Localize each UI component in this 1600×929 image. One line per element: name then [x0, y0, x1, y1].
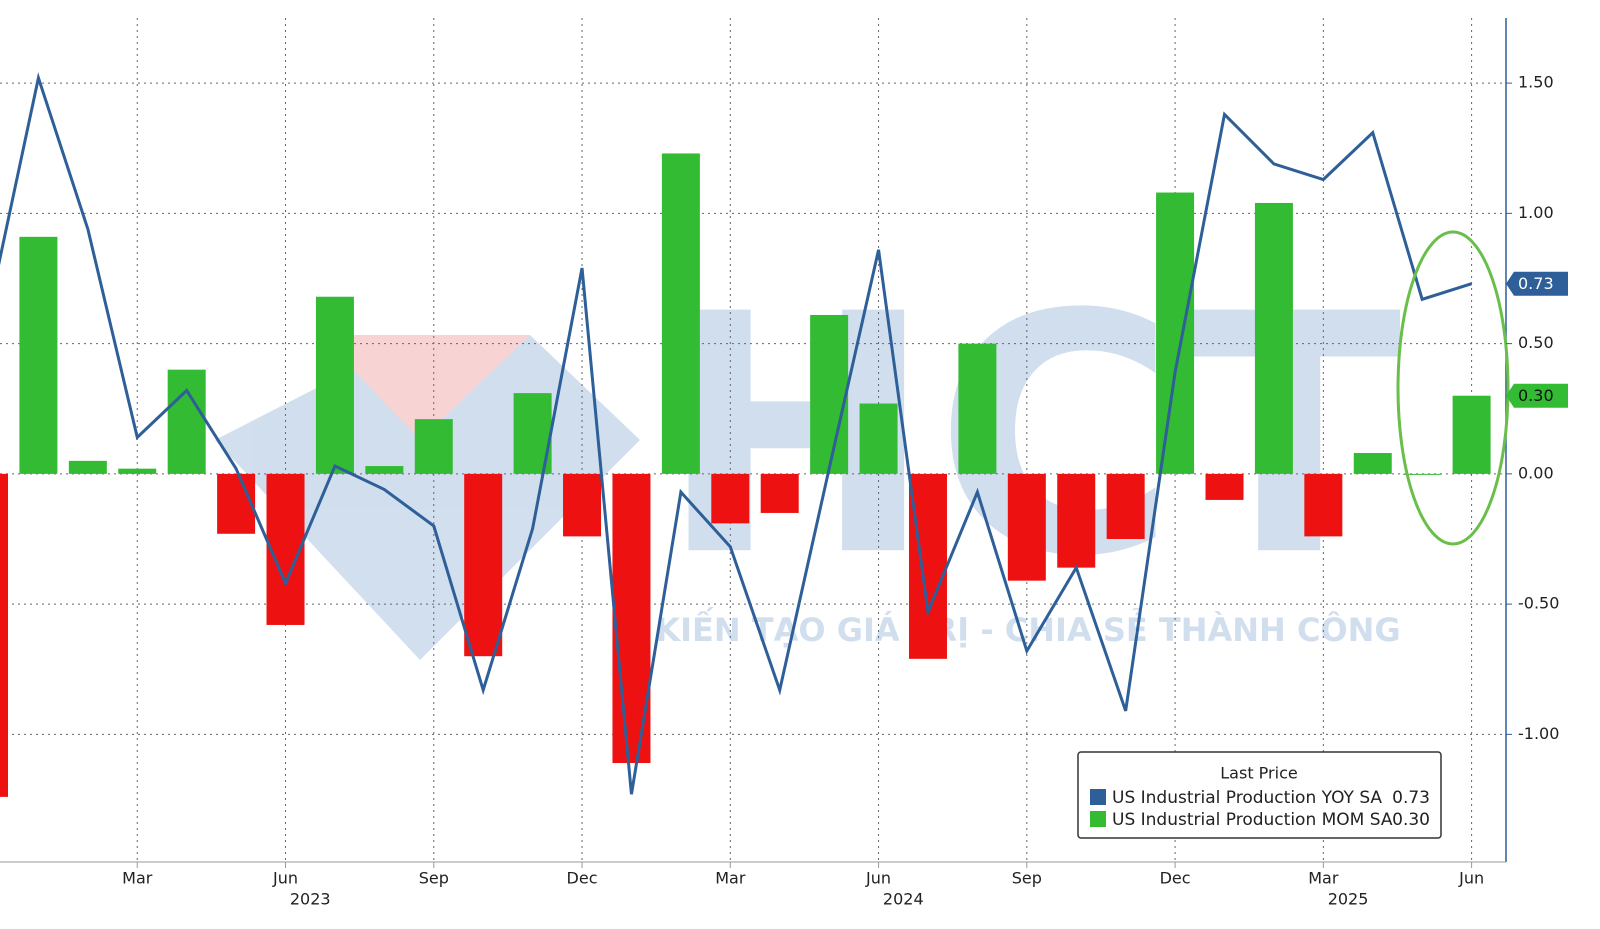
x-tick-label: Mar: [715, 869, 746, 888]
bar: [1353, 453, 1392, 474]
watermark-slogan: KIẾN TẠO GIÁ TRỊ - CHIA SẺ THÀNH CÔNG: [655, 607, 1400, 649]
plot: [0, 72, 1491, 797]
legend-box: [1077, 751, 1442, 839]
bar: [1007, 473, 1046, 581]
bar: [315, 296, 354, 474]
bar: [1156, 192, 1195, 474]
x-tick-label: Dec: [567, 869, 598, 888]
bar: [1403, 473, 1442, 475]
legend-swatch: [1090, 811, 1106, 827]
logo-shape: [320, 335, 530, 440]
bar: [859, 403, 898, 474]
last-value-tag: [1506, 271, 1568, 296]
x-tick-label: Sep: [1012, 869, 1042, 888]
bar: [760, 473, 799, 513]
legend-value: 0.30: [1392, 810, 1430, 830]
legend-label: US Industrial Production YOY SA: [1112, 788, 1382, 808]
bar: [167, 369, 206, 474]
watermark: HCT KIẾN TẠO GIÁ TRỊ - CHIA SẺ THÀNH CÔN…: [215, 244, 1404, 660]
bar: [1057, 473, 1096, 568]
legend-title: Last Price: [1220, 764, 1297, 783]
bar: [217, 473, 256, 534]
legend: Last Price: [1077, 751, 1442, 839]
x-tick-label: Dec: [1160, 869, 1191, 888]
x-tick-label: Sep: [419, 869, 449, 888]
bar: [661, 153, 700, 474]
x-tick-label: Jun: [272, 869, 298, 888]
line: [0, 72, 1473, 795]
y-tick-label: 1.00: [1518, 203, 1554, 222]
highlight-ellipse: [1396, 230, 1510, 546]
x-year-label: 2024: [883, 890, 924, 909]
bar: [365, 466, 404, 474]
bar: [1304, 473, 1343, 537]
last-value-tag: [1506, 383, 1568, 408]
x-year-label: 2023: [290, 890, 331, 909]
bar: [68, 460, 107, 474]
legend-label: US Industrial Production MOM SA: [1112, 810, 1393, 830]
bar: [958, 343, 997, 474]
bar: [19, 236, 58, 474]
x-tick-label: Mar: [122, 869, 153, 888]
bar: [118, 468, 157, 474]
bar: [908, 473, 947, 659]
bar: [0, 473, 8, 797]
y-tick-label: 1.50: [1518, 73, 1554, 92]
bar: [563, 473, 602, 537]
x-tick-label: Jun: [1458, 869, 1484, 888]
bar: [1452, 395, 1491, 474]
y-tick-label: 0.50: [1518, 333, 1554, 352]
last-value-label: 0.30: [1518, 386, 1554, 405]
bar: [1205, 473, 1244, 500]
x-year-label: 2025: [1328, 890, 1369, 909]
bar: [464, 473, 503, 657]
bar: [414, 419, 453, 474]
x-tick-label: Jun: [865, 869, 891, 888]
legend-swatch: [1090, 789, 1106, 805]
bar: [1254, 202, 1293, 474]
bar: [810, 314, 849, 474]
y-tick-label: -0.50: [1518, 594, 1559, 613]
y-tick-label: 0.00: [1518, 463, 1554, 482]
y-tick-label: -1.00: [1518, 724, 1559, 743]
bar: [1106, 473, 1145, 539]
x-tick-label: Mar: [1308, 869, 1339, 888]
legend-value: 0.73: [1392, 788, 1430, 808]
bar: [711, 473, 750, 524]
last-value-label: 0.73: [1518, 274, 1554, 293]
axes: 1.50 1.00 0.50 0.00 -0.50 -1.00 Mar Jun Sep Dec Ma…: [122, 73, 1568, 909]
